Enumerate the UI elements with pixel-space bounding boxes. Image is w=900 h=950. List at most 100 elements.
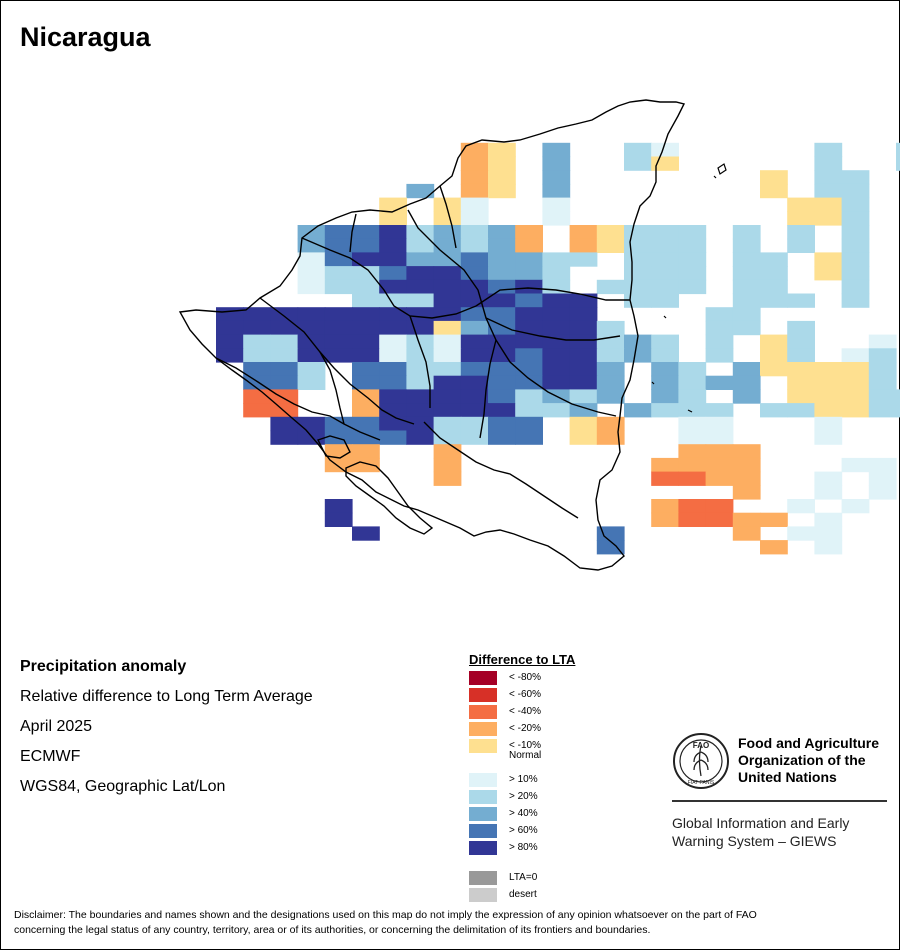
grid-cell bbox=[352, 252, 380, 267]
legend-label: < -10% bbox=[509, 740, 541, 751]
grid-cell bbox=[732, 526, 761, 541]
legend-swatch bbox=[469, 824, 497, 838]
grid-cell bbox=[406, 430, 435, 445]
giews-line-2: Warning System – GIEWS bbox=[672, 833, 837, 849]
legend-swatch bbox=[469, 739, 497, 753]
grid-cell bbox=[596, 225, 625, 240]
grid-cell bbox=[488, 142, 516, 158]
grid-cell bbox=[433, 362, 462, 377]
disclaimer-line-2: concerning the legal status of any count… bbox=[14, 924, 651, 936]
grid-cell bbox=[705, 471, 734, 486]
legend-swatch bbox=[469, 671, 497, 685]
grid-cell bbox=[651, 499, 679, 514]
grid-cell bbox=[624, 279, 652, 295]
legend-label: LTA=0 bbox=[509, 872, 538, 883]
grid-cell bbox=[678, 362, 707, 377]
grid-cell bbox=[324, 266, 353, 281]
grid-cell bbox=[352, 416, 380, 432]
fao-logo-letters: FAO bbox=[693, 741, 709, 750]
grid-cell bbox=[814, 362, 843, 377]
grid-cell bbox=[651, 389, 679, 404]
grid-cell bbox=[270, 389, 299, 404]
grid-cell bbox=[651, 266, 679, 281]
grid-cell bbox=[515, 362, 543, 377]
legend-swatch bbox=[469, 841, 497, 855]
grid-cell bbox=[460, 225, 489, 240]
grid-cell bbox=[569, 334, 598, 349]
grid-cell bbox=[406, 362, 435, 377]
grid-cell bbox=[433, 307, 462, 322]
grid-cell bbox=[406, 266, 435, 281]
grid-cell bbox=[297, 307, 326, 322]
grid-cell bbox=[896, 389, 900, 404]
grid-cell bbox=[678, 375, 707, 390]
grid-cell bbox=[379, 375, 407, 390]
grid-cell bbox=[433, 403, 462, 418]
grid-cell bbox=[732, 307, 761, 322]
grid-cell bbox=[433, 293, 462, 308]
grid-cell bbox=[705, 375, 734, 390]
grid-cell bbox=[760, 170, 788, 185]
grid-cell bbox=[814, 512, 843, 527]
grid-cell bbox=[814, 252, 843, 267]
grid-cell bbox=[841, 225, 870, 240]
grid-cell bbox=[406, 375, 435, 390]
grid-cell bbox=[841, 457, 870, 473]
grid-cell bbox=[270, 320, 299, 336]
grid-cell bbox=[678, 499, 707, 514]
grid-cell bbox=[814, 266, 843, 281]
grid-cell bbox=[406, 279, 435, 295]
grid-cell bbox=[270, 403, 299, 418]
grid-cell bbox=[868, 362, 897, 377]
grid-cell bbox=[732, 320, 761, 336]
grid-cell bbox=[760, 252, 788, 267]
grid-cell bbox=[515, 375, 543, 390]
grid-cell bbox=[624, 225, 652, 240]
grid-cell bbox=[515, 403, 543, 418]
grid-cell bbox=[243, 362, 271, 377]
grid-cell bbox=[760, 266, 788, 281]
grid-cell bbox=[868, 389, 897, 404]
grid-cell bbox=[379, 362, 407, 377]
grid-cell bbox=[352, 430, 380, 445]
grid-cell bbox=[596, 348, 625, 363]
grid-cell bbox=[433, 416, 462, 432]
grid-cell bbox=[324, 430, 353, 445]
grid-cell bbox=[596, 526, 625, 541]
grid-cell bbox=[841, 375, 870, 390]
grid-cell bbox=[488, 279, 516, 295]
grid-cell bbox=[352, 225, 380, 240]
grid-cell bbox=[624, 266, 652, 281]
grid-cell bbox=[297, 279, 326, 295]
grid-cell bbox=[569, 293, 598, 308]
grid-cell bbox=[433, 197, 462, 212]
grid-cell bbox=[460, 334, 489, 349]
grid-cell bbox=[379, 320, 407, 336]
grid-cell bbox=[379, 403, 407, 418]
grid-cell bbox=[542, 156, 571, 171]
grid-cell bbox=[569, 252, 598, 267]
legend-swatch bbox=[469, 722, 497, 736]
grid-cell bbox=[814, 389, 843, 404]
giews-line-1: Global Information and Early bbox=[672, 815, 850, 831]
grid-cell bbox=[488, 320, 516, 336]
grid-cell bbox=[379, 252, 407, 267]
grid-cell bbox=[460, 170, 489, 185]
grid-cell bbox=[352, 320, 380, 336]
grid-cell bbox=[760, 362, 788, 377]
grid-cell bbox=[678, 266, 707, 281]
grid-cell bbox=[515, 252, 543, 267]
grid-cell bbox=[787, 348, 815, 363]
grid-cell bbox=[841, 499, 870, 514]
grid-cell bbox=[732, 293, 761, 308]
legend-swatch bbox=[469, 807, 497, 821]
info-subtitle: Relative difference to Long Term Average bbox=[20, 688, 313, 705]
grid-cell bbox=[732, 471, 761, 486]
grid-cell bbox=[460, 238, 489, 253]
info-projection: WGS84, Geographic Lat/Lon bbox=[20, 778, 226, 795]
grid-cell bbox=[624, 238, 652, 253]
grid-cell bbox=[787, 320, 815, 336]
grid-cell bbox=[270, 375, 299, 390]
grid-cell bbox=[760, 279, 788, 295]
grid-cell bbox=[488, 266, 516, 281]
